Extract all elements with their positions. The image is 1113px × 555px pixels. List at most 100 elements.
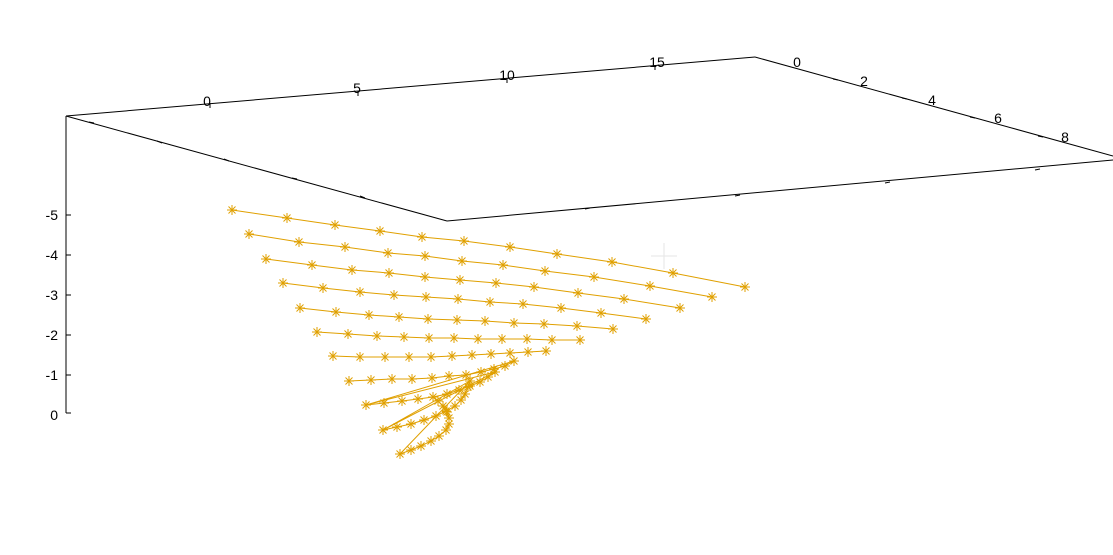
data-point-star (355, 287, 365, 297)
data-point-star (433, 396, 443, 406)
x-tick-label: 10 (499, 67, 515, 83)
data-point-star (505, 348, 515, 358)
data-point-star (295, 303, 305, 313)
data-point-star (387, 374, 397, 384)
y-tick-mark (832, 78, 839, 81)
y-tick-label: 2 (860, 73, 868, 89)
data-point-star (509, 356, 519, 366)
data-point-star (460, 389, 470, 399)
data-point-star (364, 310, 374, 320)
data-series (227, 205, 750, 459)
data-point-star (404, 352, 414, 362)
x-tick-label: 0 (203, 93, 211, 109)
data-point-star (608, 324, 618, 334)
data-point-star (465, 376, 475, 386)
data-point-star (547, 335, 557, 345)
data-point-star (355, 352, 365, 362)
data-point-star (619, 294, 629, 304)
z-tick-label: -4 (46, 247, 59, 263)
data-point-star (444, 419, 454, 429)
data-point-star (707, 292, 717, 302)
x-tick-label: 15 (649, 54, 665, 70)
data-point-star (498, 260, 508, 270)
data-point-star (596, 308, 606, 318)
data-point-star (397, 396, 407, 406)
y-tick-mark (156, 140, 163, 144)
data-point-star (541, 346, 551, 356)
data-point-star (529, 282, 539, 292)
data-point-star (556, 303, 566, 313)
data-point-star (312, 327, 322, 337)
data-point-star (645, 281, 655, 291)
series-row-line (316, 331, 580, 341)
data-point-star (426, 436, 436, 446)
tick-marks (66, 65, 1044, 414)
data-point-star (389, 290, 399, 300)
data-point-star (294, 237, 304, 247)
y-tick-label: 6 (994, 110, 1002, 126)
data-point-star (420, 272, 430, 282)
data-point-star (431, 411, 441, 421)
data-point-star (366, 375, 376, 385)
data-point-star (497, 334, 507, 344)
data-point-star (523, 347, 533, 357)
data-point-star (383, 248, 393, 258)
z-tick-label: -2 (46, 327, 59, 343)
y-tick-label: 8 (1061, 129, 1069, 145)
data-point-star (380, 352, 390, 362)
data-point-star (509, 318, 519, 328)
data-point-star (282, 213, 292, 223)
data-point-star (307, 260, 317, 270)
data-point-star (417, 232, 427, 242)
data-point-star (589, 272, 599, 282)
z-tick-label: -1 (46, 367, 59, 383)
data-point-star (347, 265, 357, 275)
data-point-star (454, 385, 464, 395)
data-point-star (426, 352, 436, 362)
y-tick-mark (223, 158, 230, 162)
data-point-star (450, 401, 460, 411)
data-point-star (244, 229, 254, 239)
data-point-star (675, 303, 685, 313)
data-point-star (424, 333, 434, 343)
data-point-star (344, 376, 354, 386)
data-point-star (540, 266, 550, 276)
data-point-star (447, 351, 457, 361)
x-tick-mark (734, 194, 741, 197)
data-point-star (375, 226, 385, 236)
data-point-star (421, 292, 431, 302)
x-tick-mark (1034, 168, 1041, 171)
data-point-star (261, 254, 271, 264)
data-point-star (406, 419, 416, 429)
data-point-star (442, 407, 452, 417)
data-point-star (384, 268, 394, 278)
z-tick-label: -5 (46, 207, 59, 223)
data-point-star (442, 389, 452, 399)
z-tick-label: 0 (50, 407, 58, 423)
data-point-star (395, 449, 405, 459)
data-point-star (340, 242, 350, 252)
data-point-star (331, 307, 341, 317)
data-point-star (573, 288, 583, 298)
data-point-star (452, 315, 462, 325)
data-point-star (407, 374, 417, 384)
data-point-star (607, 257, 617, 267)
plot-box (65, 56, 1113, 413)
data-point-star (473, 334, 483, 344)
data-point-star (575, 335, 585, 345)
data-point-star (343, 329, 353, 339)
data-point-star (459, 236, 469, 246)
data-point-star (455, 275, 465, 285)
data-point-star (480, 316, 490, 326)
data-point-star (539, 319, 549, 329)
data-point-star (449, 333, 459, 343)
data-point-star (483, 372, 493, 382)
data-point-star (278, 278, 288, 288)
data-point-star (463, 382, 473, 392)
data-point-star (461, 370, 471, 380)
crosshair-cursor-icon (651, 243, 677, 269)
data-point-star (328, 351, 338, 361)
y-tick-mark (359, 195, 366, 199)
box-edge-front-x (446, 159, 1113, 222)
data-point-star (486, 349, 496, 359)
